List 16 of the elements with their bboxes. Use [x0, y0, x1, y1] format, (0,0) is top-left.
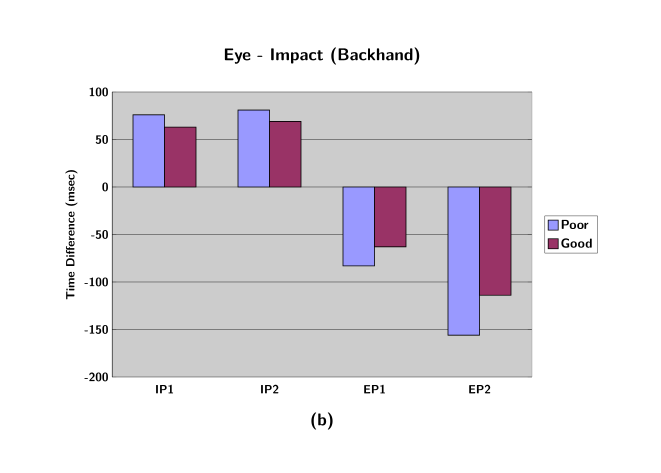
y-tick-label: 50 [96, 135, 108, 144]
x-axis-title: (b) [311, 412, 333, 430]
y-tick-label: -50 [91, 230, 108, 239]
y-tick-label: 0 [102, 182, 108, 192]
y-tick-label: 100 [90, 88, 108, 96]
chart-title: Eye - Impact (Backhand) [224, 47, 420, 64]
y-tick-label: -200 [84, 372, 108, 382]
y-axis-title: Time Difference (msec) [65, 170, 78, 300]
x-tick-label: EP2 [469, 384, 490, 394]
legend-label: Good [561, 238, 592, 248]
y-tick-label: -150 [84, 325, 108, 334]
x-tick-label: IP1 [156, 384, 174, 394]
x-tick-label: IP2 [261, 384, 278, 394]
x-tick-label: EP1 [364, 384, 385, 394]
legend-label: Poor [562, 220, 588, 230]
y-tick-label: -100 [84, 278, 108, 286]
